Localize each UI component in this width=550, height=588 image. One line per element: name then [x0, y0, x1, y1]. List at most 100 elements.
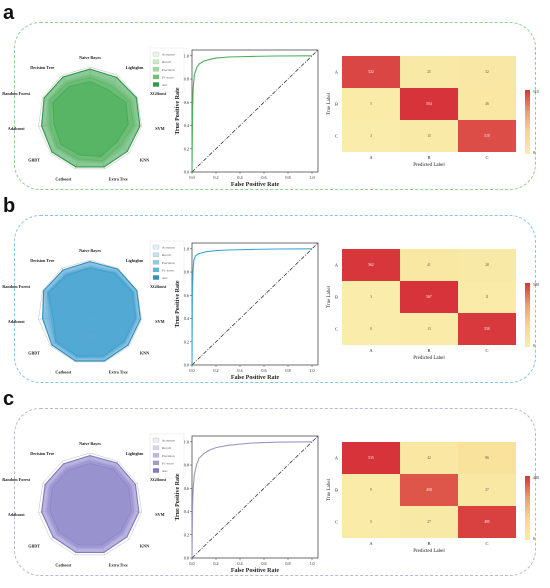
x-tick-label: A [369, 348, 373, 353]
legend-swatch [152, 437, 160, 443]
heatmap-cell-value: 46 [485, 102, 489, 106]
heatmap-cell-value: 458 [426, 488, 432, 492]
radar-axis-label: SVM [155, 512, 164, 517]
y-tick-label: B [335, 488, 338, 493]
radar-axis-label: Decision Tree [30, 451, 54, 456]
radar-axis-label: XGBoost [150, 91, 167, 96]
legend-swatch [152, 260, 160, 265]
panel-label: c [3, 388, 15, 410]
radar-gridline [38, 66, 142, 170]
x-tick-label: 0.6 [261, 368, 266, 373]
roc-curve [191, 248, 313, 366]
colorbar [525, 90, 530, 154]
colorbar-tick-label: 510 [533, 90, 539, 94]
y-tick-label: 0.4 [184, 123, 190, 128]
heatmap-cell [458, 88, 516, 120]
radar-axis-label: XGBoost [150, 284, 167, 289]
roc-chart: 0.0 0.2 0.4 0.6 0.8 1.0 0.0 0.2 0.4 0.6 0.8 1.0 Fals… [175, 435, 319, 574]
heatmap-cell-value: 510 [484, 134, 490, 138]
x-axis-label: Predicted Label [413, 163, 445, 168]
heatmap-cell [342, 88, 400, 120]
heatmap-cell-value: 3 [370, 295, 372, 299]
roc-curve [191, 55, 313, 173]
radar-chart: Naive Bayes Lightgbm XGBoost SVM KNN Extra Tr… [2, 55, 167, 182]
heatmap-cell [400, 56, 458, 88]
radar-gridline [38, 452, 142, 556]
heatmap-cell [458, 120, 516, 152]
heatmap-cell-value: 28 [485, 263, 489, 267]
radar-axis-label: Lightgbm [126, 258, 144, 263]
x-tick-label: B [427, 155, 430, 160]
x-tick-label: 0.2 [213, 561, 218, 566]
y-tick-label: A [335, 70, 339, 75]
x-tick-label: 0.0 [189, 175, 194, 180]
radar-axis-label: Random Forest [2, 284, 30, 289]
x-tick-label: C [485, 541, 488, 546]
panel-a [14, 22, 536, 190]
radar-axis-label: GBDT [28, 351, 40, 356]
y-tick-label: C [335, 327, 338, 332]
heatmap-cell [458, 474, 516, 506]
heatmap-cell-value: 9 [370, 488, 372, 492]
radar-legend: Accuracy Recall Precision F1-score Auc [149, 433, 185, 479]
y-tick-label: 0.0 [184, 363, 189, 368]
radar-axis-label: GBDT [28, 158, 40, 163]
radar-axis-label: Lightgbm [126, 451, 144, 456]
radar-axis-label: XGBoost [150, 477, 167, 482]
radar-gridline [38, 259, 142, 363]
heatmap-cell [342, 281, 400, 313]
heatmap-cell [342, 442, 400, 474]
heatmap-cell [458, 249, 516, 281]
heatmap-cell [458, 313, 516, 345]
colorbar [525, 283, 530, 347]
radar-series-auc [41, 455, 140, 553]
heatmap-cell-value: 567 [426, 295, 432, 299]
heatmap-cell-value: 5 [370, 102, 372, 106]
heatmap-cell [400, 313, 458, 345]
radar-legend: Accuracy Recall Precision F1-score Auc [149, 240, 185, 286]
radar-axis-label: Random Forest [2, 477, 30, 482]
x-tick-label: A [369, 541, 373, 546]
confusion-matrix: 515 42 86 9 458 37 5 27 495 A A B B C C Predicted Label… [327, 442, 539, 554]
x-tick-label: 0.6 [261, 175, 266, 180]
legend-label: Auc [162, 276, 168, 280]
y-tick-label: 0.0 [184, 170, 189, 175]
colorbar-tick-label: 0 [533, 151, 535, 155]
colorbar-tick-label: 480 [533, 476, 539, 480]
y-tick-label: B [335, 102, 338, 107]
x-tick-label: 0.0 [189, 368, 194, 373]
heatmap-cell-value: 515 [368, 456, 374, 460]
legend-label: Accuracy [162, 439, 175, 443]
heatmap-cell [458, 506, 516, 538]
heatmap-cell-value: 37 [485, 488, 489, 492]
radar-axis-label: KNN [140, 544, 149, 549]
roc-diagonal [191, 49, 319, 173]
radar-axis-label: KNN [140, 158, 149, 163]
radar-series-auc [42, 261, 141, 362]
heatmap-cell [458, 56, 516, 88]
radar-chart: Naive Bayes Lightgbm XGBoost SVM KNN Extra Tr… [2, 441, 167, 568]
legend-label: F1-score [162, 461, 174, 465]
radar-axis-label: Random Forest [2, 91, 30, 96]
radar-axis-label: KNN [140, 351, 149, 356]
x-tick-label: 0.4 [237, 175, 243, 180]
legend-swatch [152, 82, 160, 87]
x-axis-label: Predicted Label [413, 549, 445, 554]
heatmap-cell [400, 442, 458, 474]
radar-axis-label: Lightgbm [126, 65, 144, 70]
panel-charts: Naive Bayes Lightgbm XGBoost SVM KNN Extra Tr… [2, 47, 539, 188]
legend-label: Precision [162, 454, 175, 458]
radar-axis-label: Adaboost [8, 512, 26, 517]
x-axis-label: False Positive Rate [231, 568, 280, 574]
radar-axis-label: GBDT [28, 544, 40, 549]
y-tick-label: 0.8 [184, 77, 189, 82]
radar-axis-label: Catboost [55, 563, 72, 568]
y-tick-label: C [335, 134, 338, 139]
legend-label: Precision [162, 261, 175, 265]
x-tick-label: 0.4 [237, 368, 243, 373]
x-tick-label: C [485, 155, 488, 160]
y-tick-label: 0.6 [184, 486, 189, 491]
heatmap-cell [400, 249, 458, 281]
panel-charts: Naive Bayes Lightgbm XGBoost SVM KNN Extra Tr… [2, 433, 539, 574]
legend-swatch [152, 468, 160, 473]
